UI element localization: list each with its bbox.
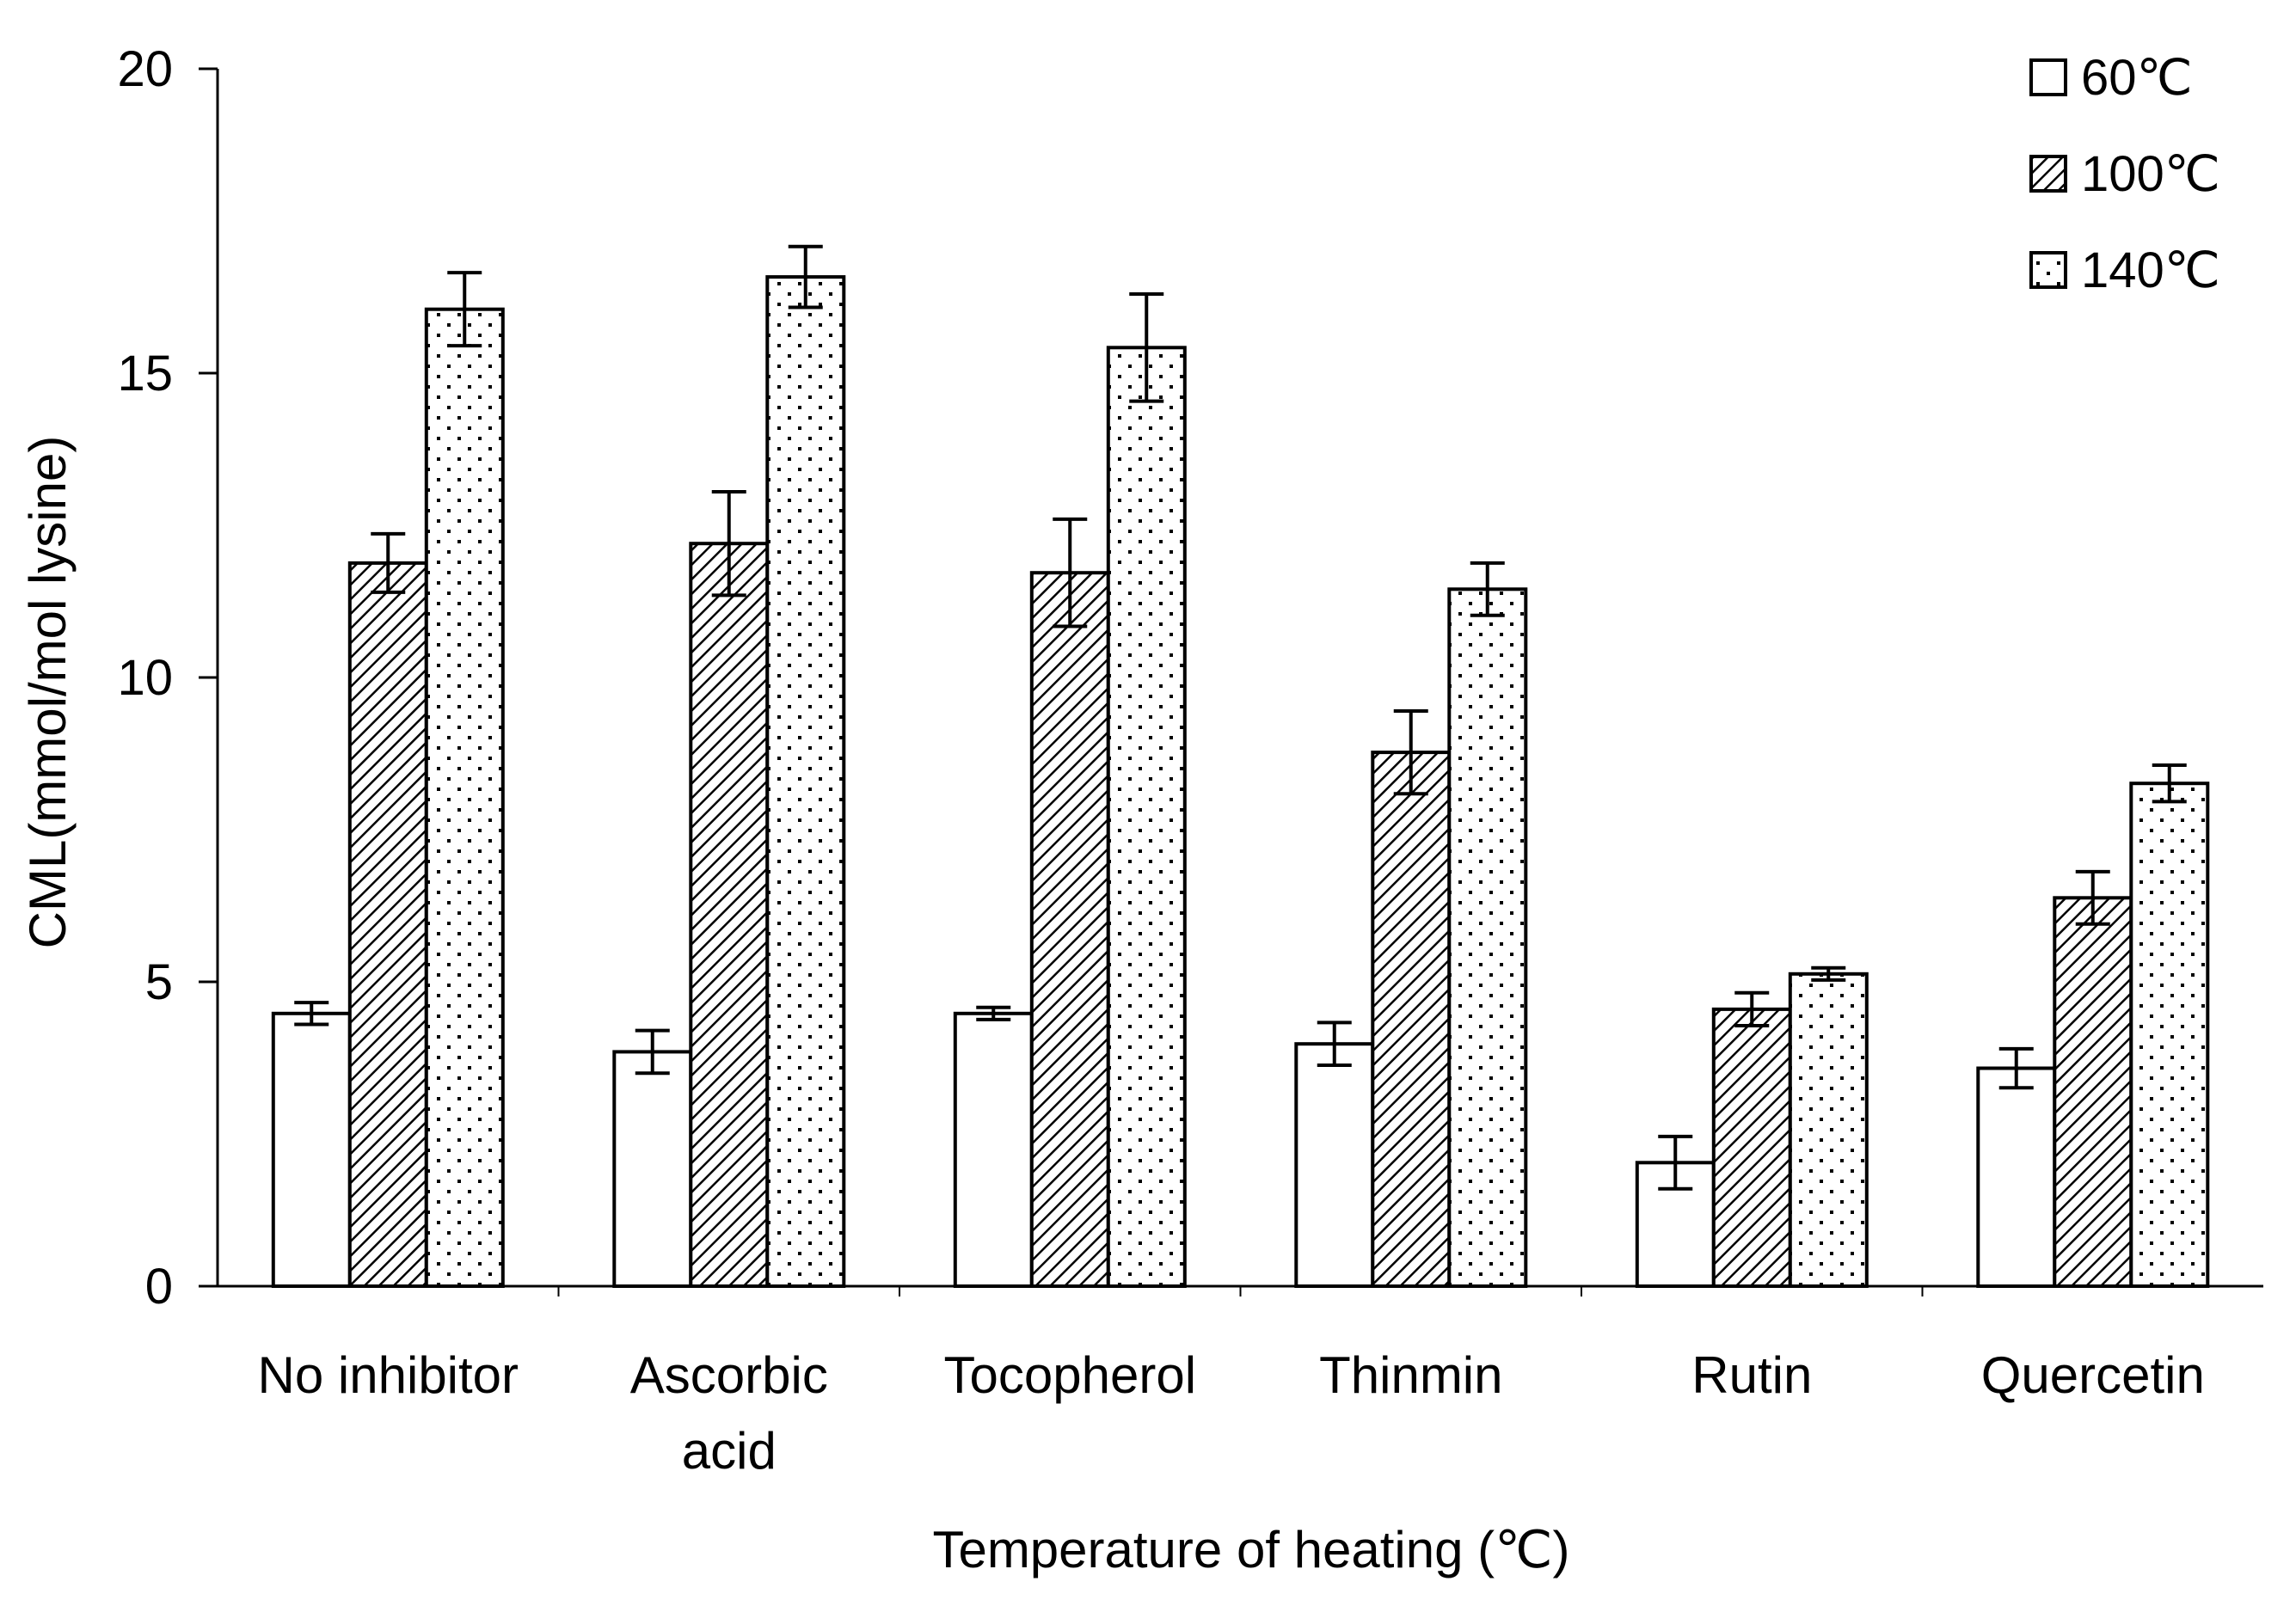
x-tick-label: Ascorbic: [630, 1346, 828, 1404]
error-bar-140℃-Rutin: [1811, 965, 1846, 982]
bar-140℃-Ascorbic acid: [765, 275, 846, 1289]
error-bar-140℃-Quercetin: [2152, 763, 2187, 804]
x-tick-label: Rutin: [1691, 1346, 1812, 1404]
bar-140℃-Tocopherol: [1106, 346, 1187, 1288]
legend-swatch: [2029, 155, 2067, 193]
error-bar-60℃-Tocopherol: [976, 1005, 1011, 1021]
x-tick-label: acid: [682, 1422, 777, 1480]
error-bar-140℃-Thinmin: [1470, 561, 1505, 617]
y-tick-label: 10: [117, 650, 173, 706]
error-bar-140℃-Tocopherol: [1129, 291, 1164, 403]
error-bar-100℃-Thinmin: [1393, 708, 1428, 796]
y-tick-label: 5: [145, 954, 173, 1010]
x-tick-label: Thinmin: [1319, 1346, 1502, 1404]
error-bar-60℃-Rutin: [1658, 1134, 1693, 1191]
legend-label: 60℃: [2081, 50, 2193, 106]
bar-60℃-Quercetin: [1976, 1066, 2057, 1288]
bar-100℃-Ascorbic acid: [689, 542, 770, 1288]
legend-item-100℃: 100℃: [2029, 146, 2220, 202]
error-bar-140℃-Ascorbic acid: [788, 244, 823, 310]
bar-140℃-Quercetin: [2129, 782, 2210, 1288]
error-bar-60℃-Ascorbic acid: [635, 1028, 670, 1076]
error-bar-140℃-No inhibitor: [447, 271, 482, 348]
bar-100℃-Thinmin: [1371, 751, 1452, 1288]
error-bar-100℃-Rutin: [1734, 990, 1770, 1027]
error-bar-60℃-Quercetin: [1998, 1046, 2034, 1090]
y-tick-label: 20: [117, 41, 173, 97]
error-bar-100℃-Quercetin: [2075, 869, 2110, 926]
error-bar-100℃-Ascorbic acid: [711, 490, 746, 598]
bar-140℃-Thinmin: [1447, 587, 1528, 1288]
bar-140℃-No inhibitor: [424, 307, 505, 1289]
bar-60℃-No inhibitor: [271, 1011, 352, 1289]
bar-100℃-Quercetin: [2053, 896, 2133, 1289]
legend: 60℃ 100℃ 140℃: [2029, 50, 2220, 298]
y-axis-label: CML(mmol/mol lysine): [19, 436, 77, 949]
bar-100℃-No inhibitor: [347, 561, 428, 1288]
x-tick-label: No inhibitor: [258, 1346, 519, 1404]
legend-swatch: [2029, 251, 2067, 289]
error-bar-60℃-No inhibitor: [294, 1001, 329, 1027]
bar-60℃-Ascorbic acid: [612, 1050, 693, 1289]
y-tick-label: 0: [145, 1259, 173, 1315]
x-tick-label: Quercetin: [1981, 1346, 2205, 1404]
legend-label: 100℃: [2081, 146, 2220, 202]
bar-60℃-Tocopherol: [953, 1011, 1034, 1289]
x-tick-label: Tocopherol: [944, 1346, 1197, 1404]
error-bar-100℃-No inhibitor: [371, 531, 406, 594]
bar-140℃-Rutin: [1788, 972, 1869, 1289]
legend-item-60℃: 60℃: [2029, 50, 2193, 106]
bar-60℃-Thinmin: [1294, 1042, 1375, 1288]
legend-label: 140℃: [2081, 242, 2220, 298]
y-tick-label: 15: [117, 346, 173, 402]
error-bar-60℃-Thinmin: [1317, 1021, 1352, 1067]
error-bar-100℃-Tocopherol: [1053, 517, 1088, 628]
legend-swatch: [2029, 58, 2067, 96]
bar-100℃-Tocopherol: [1029, 571, 1110, 1288]
legend-item-140℃: 140℃: [2029, 242, 2220, 298]
x-axis-label: Temperature of heating (℃): [932, 1521, 1569, 1578]
bar-100℃-Rutin: [1711, 1007, 1792, 1289]
